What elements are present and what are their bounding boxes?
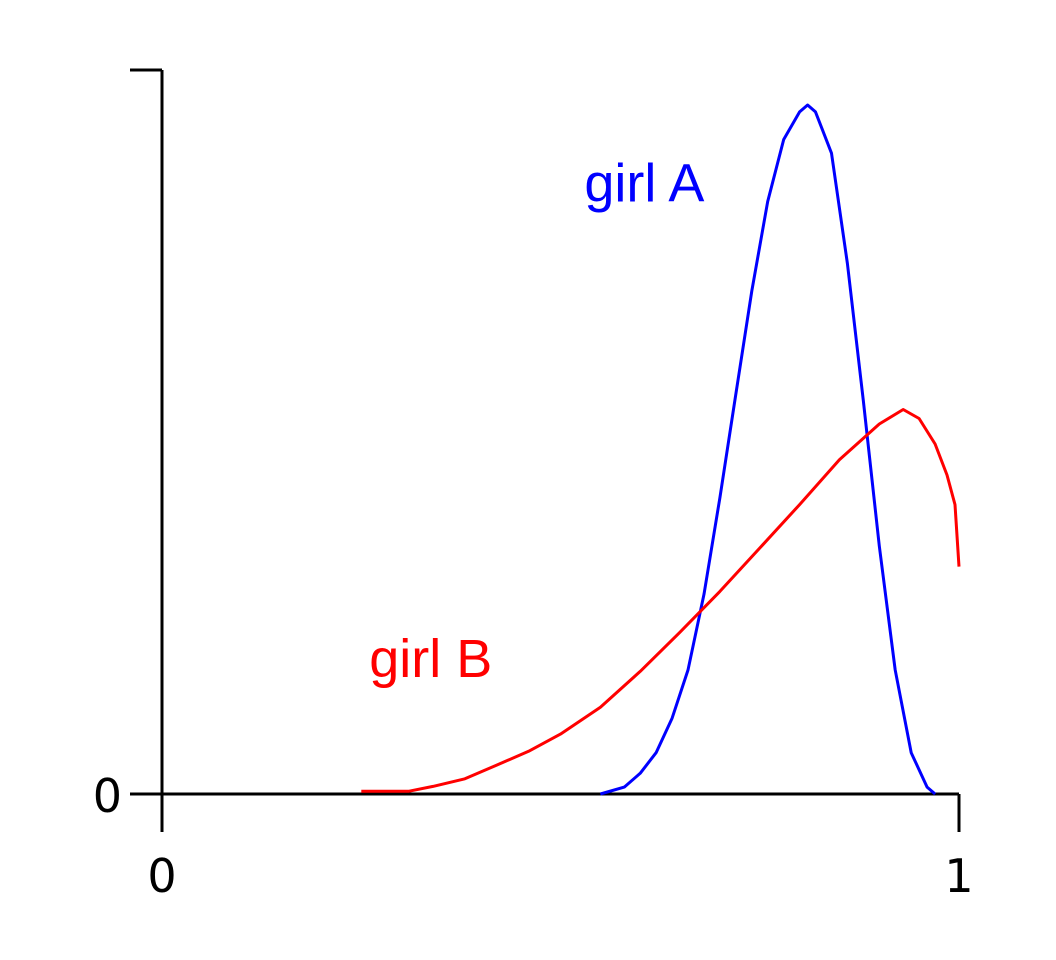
y-tick-label-0: 0 [93,769,122,823]
series-layer [361,103,961,796]
axes [130,68,961,832]
series-line-girl-a [599,103,937,796]
series-label-girl-a: girl A [584,154,704,214]
series-labels: girl A girl B [369,154,704,689]
x-tick-label-1: 1 [944,849,973,903]
series-label-girl-b: girl B [369,629,492,689]
tick-labels: 0 1 0 [93,769,974,903]
series-line-girl-b [361,408,961,793]
x-tick-label-0: 0 [147,849,176,903]
